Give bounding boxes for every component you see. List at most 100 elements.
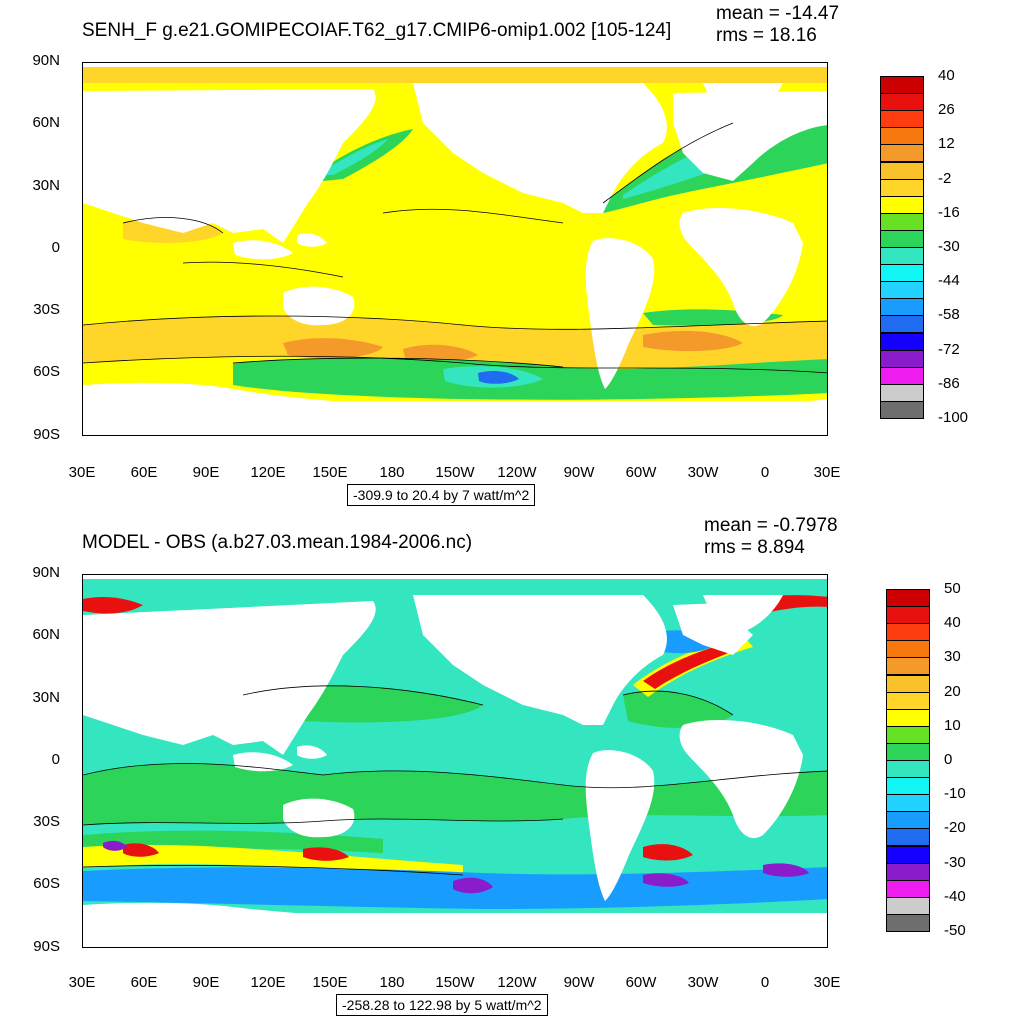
bottom-lat-label: 30S xyxy=(33,813,60,830)
bottom-colorbar-swatch xyxy=(886,828,930,847)
top-lat-label: 60N xyxy=(32,114,60,131)
top-land-maritime-continent xyxy=(233,233,327,260)
bottom-colorbar: 50 40 30 20 10 0 -10 -20 -30 -40 -50 xyxy=(886,580,966,939)
top-land-africa xyxy=(679,208,803,327)
top-colorbar-label: -72 xyxy=(938,340,960,358)
top-map-area xyxy=(82,62,828,436)
top-colorbar-label: 12 xyxy=(938,135,955,153)
bottom-colorbar-label: 20 xyxy=(944,682,961,700)
top-colorbar-swatch xyxy=(880,93,924,112)
bottom-lon-label: 120W xyxy=(497,974,537,991)
top-colorbar-swatch xyxy=(880,281,924,300)
top-colorbar-swatch xyxy=(880,161,924,180)
bottom-land-africa xyxy=(679,720,803,839)
bottom-yellow-southern xyxy=(83,844,463,875)
bottom-colorbar-swatch xyxy=(886,725,930,744)
bottom-lon-label: 90W xyxy=(563,974,595,991)
top-land-south-america xyxy=(585,238,655,389)
top-lon-label: 60W xyxy=(625,464,657,481)
top-contour-lines xyxy=(83,122,827,374)
bottom-lon-label: 30E xyxy=(813,974,841,991)
bottom-colorbar-swatch xyxy=(886,674,930,693)
bottom-lon-label: 60E xyxy=(130,974,158,991)
top-lon-label: 150E xyxy=(312,464,348,481)
top-colorbar-swatch xyxy=(880,298,924,317)
bottom-land-australia xyxy=(283,798,355,838)
top-mean-stat: mean = -14.47 xyxy=(716,3,840,24)
bottom-colorbar-swatch xyxy=(886,896,930,915)
bottom-map-title: MODEL - OBS (a.b27.03.mean.1984-2006.nc) xyxy=(82,532,473,553)
top-lat-label: 0 xyxy=(51,239,60,256)
bottom-north-polar-nodata xyxy=(83,575,827,579)
top-lat-label: 60S xyxy=(33,363,60,380)
bottom-colorbar-swatch xyxy=(886,708,930,727)
bottom-colorbar-swatch xyxy=(886,913,930,932)
bottom-mean-stat: mean = -0.7978 xyxy=(704,515,838,536)
top-colorbar-swatch xyxy=(880,349,924,368)
top-lon-label: 90W xyxy=(563,464,595,481)
top-colorbar: 40 26 12 -2 -16 -30 -44 -58 -72 -86 -100 xyxy=(880,67,968,426)
top-contour-range: -309.9 to 20.4 by 7 watt/m^2 xyxy=(347,484,536,506)
top-lat-label: 90N xyxy=(32,52,60,69)
bottom-colorbar-swatch xyxy=(886,742,930,761)
bottom-red-gulfstream xyxy=(643,641,739,689)
top-map-panel: SENH_F g.e21.GOMIPECOIAF.T62_g17.CMIP6-o… xyxy=(32,3,968,506)
top-colorbar-label: 26 xyxy=(938,101,955,119)
bottom-lon-label: 150E xyxy=(312,974,348,991)
bottom-colorbar-label: 40 xyxy=(944,614,961,632)
bottom-colorbar-swatch xyxy=(886,845,930,864)
bottom-contour-lines xyxy=(83,685,827,876)
bottom-map-panel: MODEL - OBS (a.b27.03.mean.1984-2006.nc)… xyxy=(0,512,1024,1024)
bottom-colorbar-label: -20 xyxy=(944,819,966,837)
top-colorbar-swatch xyxy=(880,76,924,95)
top-colorbar-label: 40 xyxy=(938,67,955,84)
top-southern-warm-band xyxy=(83,316,827,373)
bottom-colorbar-swatch xyxy=(886,657,930,676)
top-lon-label: 150W xyxy=(435,464,475,481)
bottom-land-eurasia xyxy=(83,601,753,755)
top-colorbar-swatch xyxy=(880,229,924,248)
bottom-lon-label: 120E xyxy=(250,974,286,991)
bottom-lat-label: 60N xyxy=(32,626,60,643)
top-colorbar-swatch xyxy=(880,315,924,334)
top-colorbar-swatch xyxy=(880,110,924,129)
bottom-colorbar-swatch xyxy=(886,760,930,779)
bottom-contour-range: -258.28 to 122.98 by 5 watt/m^2 xyxy=(336,994,548,1016)
bottom-lon-label: 0 xyxy=(760,974,770,991)
top-land-greenland xyxy=(703,83,783,123)
bottom-lon-label: 30E xyxy=(68,974,96,991)
bottom-colorbar-swatch xyxy=(886,811,930,830)
bottom-colorbar-label: 50 xyxy=(944,580,961,597)
top-lon-label: 120W xyxy=(497,464,537,481)
bottom-land-antarctica xyxy=(83,902,827,947)
bottom-rms-stat: rms = 8.894 xyxy=(704,537,805,558)
top-lon-label: 60E xyxy=(130,464,158,481)
top-colorbar-swatch xyxy=(880,195,924,214)
top-colorbar-swatch xyxy=(880,247,924,266)
bottom-map-svg xyxy=(83,575,827,947)
top-rms-stat: rms = 18.16 xyxy=(716,25,817,46)
top-colorbar-swatch xyxy=(880,264,924,283)
top-colorbar-swatch xyxy=(880,144,924,163)
bottom-colorbar-label: -10 xyxy=(944,785,966,803)
top-arctic-warm-band xyxy=(83,67,827,83)
bottom-lon-label: 60W xyxy=(625,974,657,991)
top-southern-warmer-patches xyxy=(283,330,743,362)
bottom-colorbar-swatch xyxy=(886,623,930,642)
top-colorbar-swatch xyxy=(880,127,924,146)
bottom-lon-label: 150W xyxy=(435,974,475,991)
top-lat-label: 30S xyxy=(33,301,60,318)
bottom-lat-label: 90N xyxy=(32,564,60,581)
bottom-lon-label: 90E xyxy=(192,974,220,991)
bottom-lat-label: 90S xyxy=(33,938,60,955)
bottom-colorbar-swatch xyxy=(886,589,930,608)
top-land-antarctica xyxy=(83,382,827,435)
top-lon-label: 180 xyxy=(379,464,405,481)
bottom-colorbar-label: -50 xyxy=(944,922,966,939)
top-land-australia xyxy=(283,286,355,326)
bottom-red-arctic-west xyxy=(83,597,143,614)
top-lat-label: 90S xyxy=(33,426,60,443)
bottom-colorbar-label: -40 xyxy=(944,887,966,905)
top-colorbar-swatch xyxy=(880,400,924,419)
top-map-title: SENH_F g.e21.GOMIPECOIAF.T62_g17.CMIP6-o… xyxy=(82,20,672,41)
